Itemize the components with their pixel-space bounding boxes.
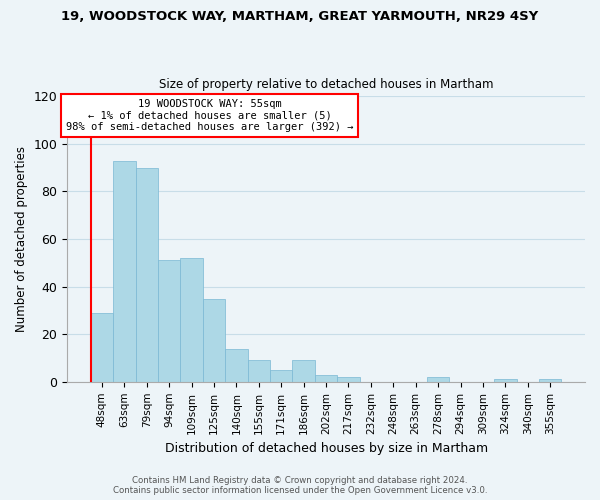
Bar [270, 370, 292, 382]
Bar [113, 160, 136, 382]
X-axis label: Distribution of detached houses by size in Martham: Distribution of detached houses by size … [164, 442, 488, 455]
Bar [292, 360, 315, 382]
Text: 19 WOODSTOCK WAY: 55sqm
← 1% of detached houses are smaller (5)
98% of semi-deta: 19 WOODSTOCK WAY: 55sqm ← 1% of detached… [66, 98, 353, 132]
Bar [248, 360, 270, 382]
Bar [315, 374, 337, 382]
Bar [225, 348, 248, 382]
Bar [181, 258, 203, 382]
Bar [427, 377, 449, 382]
Text: 19, WOODSTOCK WAY, MARTHAM, GREAT YARMOUTH, NR29 4SY: 19, WOODSTOCK WAY, MARTHAM, GREAT YARMOU… [61, 10, 539, 23]
Bar [539, 380, 562, 382]
Bar [91, 313, 113, 382]
Bar [158, 260, 181, 382]
Title: Size of property relative to detached houses in Martham: Size of property relative to detached ho… [159, 78, 493, 91]
Bar [136, 168, 158, 382]
Y-axis label: Number of detached properties: Number of detached properties [15, 146, 28, 332]
Bar [203, 298, 225, 382]
Bar [337, 377, 360, 382]
Text: Contains HM Land Registry data © Crown copyright and database right 2024.
Contai: Contains HM Land Registry data © Crown c… [113, 476, 487, 495]
Bar [494, 380, 517, 382]
